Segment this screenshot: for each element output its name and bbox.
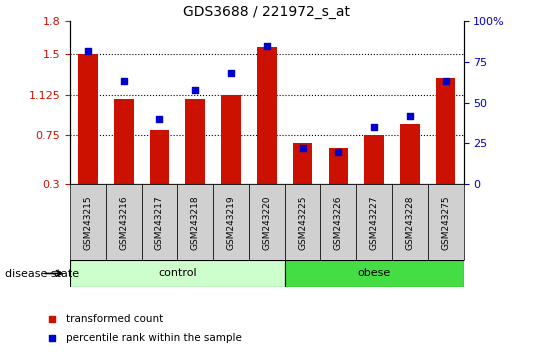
- Text: obese: obese: [357, 268, 391, 279]
- Title: GDS3688 / 221972_s_at: GDS3688 / 221972_s_at: [183, 5, 350, 19]
- Bar: [185, 99, 205, 184]
- Text: GSM243220: GSM243220: [262, 195, 271, 250]
- Point: [405, 113, 414, 119]
- Text: GSM243218: GSM243218: [191, 195, 200, 250]
- FancyBboxPatch shape: [428, 184, 464, 260]
- Point: [191, 87, 199, 92]
- FancyBboxPatch shape: [213, 184, 249, 260]
- Bar: [400, 124, 420, 184]
- Text: control: control: [158, 268, 197, 279]
- Bar: [328, 148, 348, 184]
- Bar: [436, 78, 455, 184]
- FancyBboxPatch shape: [285, 184, 321, 260]
- FancyBboxPatch shape: [106, 184, 142, 260]
- Point: [227, 70, 236, 76]
- FancyBboxPatch shape: [249, 184, 285, 260]
- Point: [441, 79, 450, 84]
- Text: transformed count: transformed count: [66, 314, 163, 324]
- FancyBboxPatch shape: [356, 184, 392, 260]
- Point: [334, 149, 343, 154]
- Text: GSM243216: GSM243216: [119, 195, 128, 250]
- FancyBboxPatch shape: [321, 184, 356, 260]
- Point: [351, 72, 360, 78]
- FancyBboxPatch shape: [392, 184, 428, 260]
- FancyBboxPatch shape: [70, 184, 106, 260]
- Text: percentile rank within the sample: percentile rank within the sample: [66, 333, 242, 343]
- FancyBboxPatch shape: [177, 184, 213, 260]
- Text: GSM243215: GSM243215: [84, 195, 93, 250]
- Text: GSM243219: GSM243219: [226, 195, 236, 250]
- Bar: [293, 143, 313, 184]
- Point: [120, 79, 128, 84]
- Point: [155, 116, 164, 122]
- Bar: [221, 95, 241, 184]
- Text: GSM243228: GSM243228: [405, 195, 414, 250]
- Text: GSM243227: GSM243227: [370, 195, 378, 250]
- FancyBboxPatch shape: [142, 184, 177, 260]
- Point: [298, 145, 307, 151]
- Point: [262, 43, 271, 48]
- Bar: [78, 54, 98, 184]
- Point: [370, 124, 378, 130]
- FancyBboxPatch shape: [70, 260, 285, 287]
- Text: GSM243217: GSM243217: [155, 195, 164, 250]
- Bar: [150, 130, 169, 184]
- Bar: [114, 99, 134, 184]
- Bar: [257, 47, 277, 184]
- Text: GSM243275: GSM243275: [441, 195, 450, 250]
- Text: disease state: disease state: [5, 269, 80, 279]
- Text: GSM243226: GSM243226: [334, 195, 343, 250]
- Bar: [364, 135, 384, 184]
- Point: [84, 48, 92, 53]
- Point: [351, 246, 360, 251]
- Text: GSM243225: GSM243225: [298, 195, 307, 250]
- FancyBboxPatch shape: [285, 260, 464, 287]
